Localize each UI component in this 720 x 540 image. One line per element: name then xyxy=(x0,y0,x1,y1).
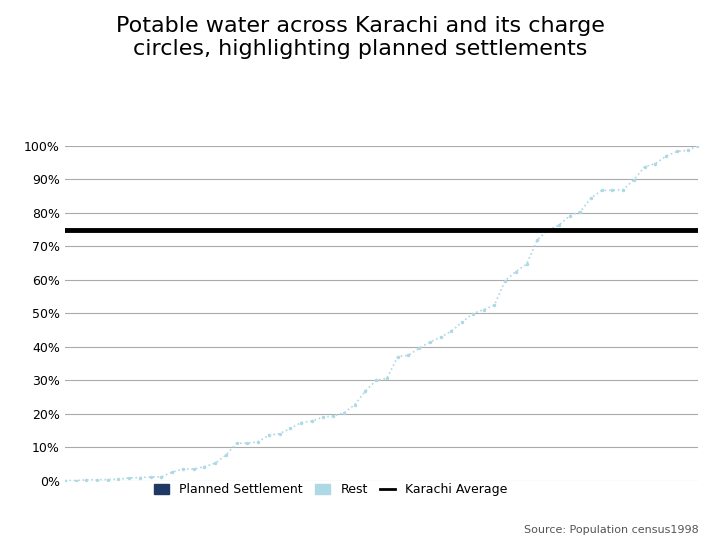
Legend: Planned Settlement, Rest, Karachi Average: Planned Settlement, Rest, Karachi Averag… xyxy=(149,478,513,501)
Text: Source: Population census1998: Source: Population census1998 xyxy=(523,524,698,535)
Text: Potable water across Karachi and its charge
circles, highlighting planned settle: Potable water across Karachi and its cha… xyxy=(116,16,604,59)
